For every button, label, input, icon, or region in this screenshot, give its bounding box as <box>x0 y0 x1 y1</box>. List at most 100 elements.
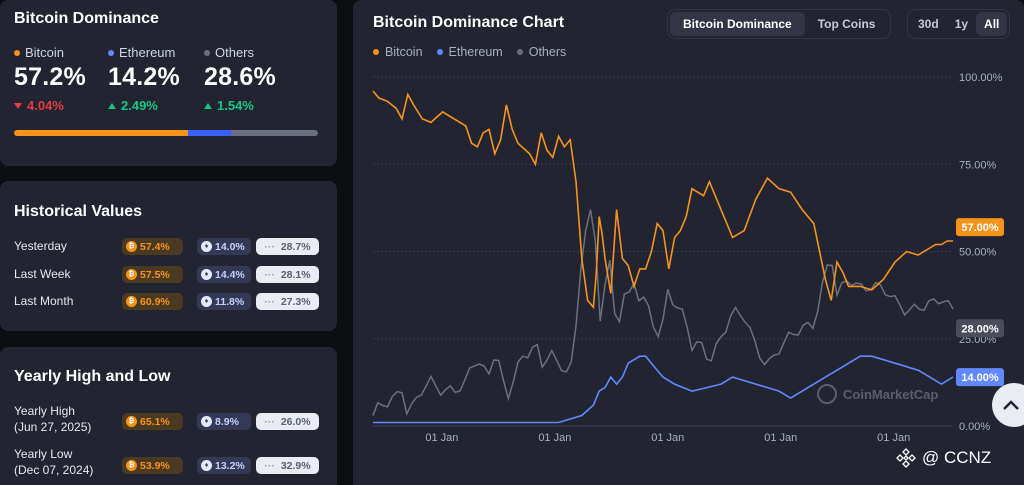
x-tick-label: 01 Jan <box>651 432 684 444</box>
tab-top-coins[interactable]: Top Coins <box>817 17 876 31</box>
x-tick-label: 01 Jan <box>425 432 458 444</box>
dots-icon: ··· <box>264 240 278 253</box>
bitcoin-icon: ₿ <box>126 269 137 280</box>
eth-value: 14.0% <box>215 240 245 253</box>
ethereum-icon: ♦ <box>201 296 212 307</box>
scroll-to-top-button[interactable] <box>992 383 1024 427</box>
legend-item-others[interactable]: Others <box>516 45 567 59</box>
btc-pill: ₿ 60.9% <box>122 293 183 310</box>
eth-value: 14.4% <box>215 268 245 281</box>
triangle-up-icon <box>204 102 212 109</box>
range-selector: 30d 1y All <box>907 9 1011 39</box>
coin-change: 1.54% <box>217 98 254 113</box>
legend-item-bitcoin[interactable]: Bitcoin <box>373 45 423 59</box>
x-tick-label: 01 Jan <box>877 432 910 444</box>
btc-value: 60.9% <box>140 295 170 308</box>
bitcoin-tag-label: 57.00% <box>961 222 999 234</box>
range-30d[interactable]: 30d <box>918 17 939 31</box>
ethereum-icon: ♦ <box>201 460 212 471</box>
others-pill: ··· 28.7% <box>256 238 319 255</box>
btc-value: 57.5% <box>140 268 170 281</box>
btc-pill: ₿ 57.4% <box>122 238 183 255</box>
others-tag-bg <box>956 319 1004 338</box>
btc-value: 65.1% <box>140 415 170 428</box>
bitcoin-icon: ₿ <box>126 460 137 471</box>
chart-legend: Bitcoin Ethereum Others <box>373 45 566 59</box>
ccnz-badge: @ CCNZ <box>896 448 991 468</box>
coin-change: 4.04% <box>27 98 64 113</box>
bitcoin-dot-icon <box>14 49 20 56</box>
others-pill: ··· 26.0% <box>256 413 319 430</box>
triangle-down-icon <box>14 102 22 109</box>
dominance-bar-others <box>231 130 318 136</box>
dots-icon: ··· <box>264 295 278 308</box>
dominance-title: Bitcoin Dominance <box>14 10 159 27</box>
eth-pill: ♦ 11.8% <box>197 293 251 310</box>
others-value: 28.1% <box>280 268 311 281</box>
row-date: (Jun 27, 2025) <box>14 420 92 434</box>
coin-name: Ethereum <box>119 45 176 60</box>
watermark-text: CoinMarketCap <box>843 386 939 402</box>
ethereum-icon: ♦ <box>201 241 212 252</box>
historical-title: Historical Values <box>14 203 143 220</box>
legend-label: Bitcoin <box>385 45 423 59</box>
others-dot-icon <box>516 49 523 55</box>
yearly-title: Yearly High and Low <box>14 368 171 385</box>
ccnz-text: @ CCNZ <box>922 448 992 467</box>
yearly-row: Yearly High (Jun 27, 2025) ₿ 65.1% ♦ 8.9% ·… <box>14 403 324 435</box>
dominance-panel: Bitcoin Dominance Bitcoin 57.2% 4.04% Et… <box>0 0 337 166</box>
others-pill: ··· 27.3% <box>256 293 319 310</box>
dominance-chart: 100.00%75.00%50.00%25.00%0.00%01 Jan 01 J… <box>372 72 1004 444</box>
range-1y[interactable]: 1y <box>954 17 969 31</box>
others-value: 27.3% <box>280 295 311 308</box>
legend-label: Ethereum <box>448 45 503 59</box>
chart-title: Bitcoin Dominance Chart <box>373 14 565 31</box>
btc-pill: ₿ 53.9% <box>122 457 183 474</box>
row-label: Last Week <box>14 267 71 281</box>
coinmarketcap-logo-icon <box>817 384 837 404</box>
series-line-bitcoin <box>372 90 953 310</box>
btc-pill: ₿ 57.5% <box>122 266 183 283</box>
others-pill: ··· 32.9% <box>256 457 319 474</box>
bitcoin-icon: ₿ <box>126 296 137 307</box>
legend-label: Others <box>528 45 567 59</box>
historical-row: Last Month ₿ 60.9% ♦ 11.8% ··· 27.3% <box>14 293 324 311</box>
ethereum-tag-label: 14.00% <box>961 372 999 384</box>
dots-icon: ··· <box>264 415 278 428</box>
range-all[interactable]: All <box>976 12 1008 36</box>
row-date: (Dec 07, 2024) <box>14 463 94 477</box>
yearly-panel: Yearly High and Low Yearly High (Jun 27, … <box>0 347 337 485</box>
y-tick-label: 50.00% <box>959 247 997 259</box>
series-line-ethereum <box>373 355 954 424</box>
dominance-bitcoin: Bitcoin 57.2% 4.04% <box>14 45 86 113</box>
chevron-up-icon <box>1003 400 1019 410</box>
others-dot-icon <box>204 49 210 56</box>
x-tick-label: 01 Jan <box>538 432 571 444</box>
btc-value: 53.9% <box>140 459 170 472</box>
row-label: Yesterday <box>14 239 67 253</box>
dominance-ethereum: Ethereum 14.2% 2.49% <box>108 45 180 113</box>
tab-bitcoin-dominance[interactable]: Bitcoin Dominance <box>670 12 805 36</box>
bitcoin-dot-icon <box>373 49 379 55</box>
chart-panel: 100.00% 75.00% 50.00% 25.00% 0.00% 01 Jan 01 J… <box>353 0 1024 485</box>
bitcoin-icon: ₿ <box>126 241 137 252</box>
others-value: 32.9% <box>280 459 311 472</box>
coin-value: 57.2% <box>14 63 86 91</box>
coin-name: Others <box>215 45 255 60</box>
eth-value: 8.9% <box>215 415 239 428</box>
y-tick-label: 75.00% <box>959 159 997 171</box>
others-tag-label: 28.00% <box>961 323 999 335</box>
ethereum-icon: ♦ <box>201 269 212 280</box>
chart-tab-group: Bitcoin Dominance Top Coins <box>667 9 892 39</box>
binance-logo-icon <box>896 448 916 468</box>
ethereum-dot-icon <box>108 49 114 56</box>
coin-value: 28.6% <box>204 63 276 91</box>
dominance-others: Others 28.6% 1.54% <box>204 45 276 113</box>
legend-item-ethereum[interactable]: Ethereum <box>436 45 503 59</box>
eth-pill: ♦ 14.4% <box>197 266 251 283</box>
dominance-bar-ethereum <box>187 130 232 136</box>
eth-value: 13.2% <box>215 459 245 472</box>
coin-name: Bitcoin <box>25 45 65 60</box>
ethereum-icon: ♦ <box>201 416 212 427</box>
btc-value: 57.4% <box>140 240 170 253</box>
